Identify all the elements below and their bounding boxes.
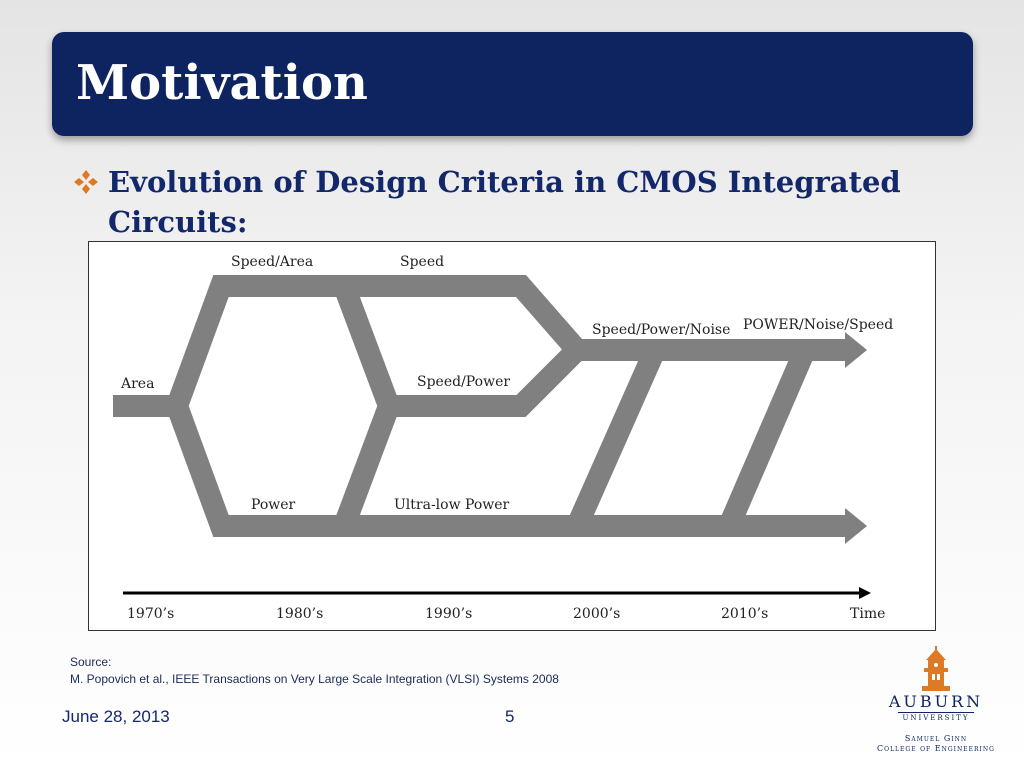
source-label: Source: (70, 655, 112, 669)
label-speed-area: Speed/Area (231, 254, 313, 270)
label-speed-power: Speed/Power (417, 374, 510, 390)
upper-cross-path (333, 282, 400, 410)
diamond-bullet-icon (74, 170, 98, 194)
design-criteria-diagram: Area Speed/Area Speed Speed/Power Power … (88, 241, 936, 631)
diagram-svg: Area Speed/Area Speed Speed/Power Power … (113, 254, 893, 622)
diagonal-2000s (566, 345, 666, 531)
logo-college-line1: Samuel Ginn (904, 734, 968, 743)
time-axis-arrowhead (859, 587, 871, 599)
tower-icon (922, 646, 950, 691)
logo-university-subtitle: UNIVERSITY (902, 714, 970, 722)
timeline-label: 1970’s (127, 606, 174, 622)
source-note: Source: M. Popovich et al., IEEE Transac… (70, 654, 559, 688)
timeline-label: 1990’s (425, 606, 472, 622)
logo-rule (898, 712, 974, 713)
timeline-label: 1980’s (276, 606, 323, 622)
timeline-label: 2000’s (573, 606, 620, 622)
speed-power-path (389, 342, 585, 417)
source-citation: M. Popovich et al., IEEE Transactions on… (70, 672, 559, 686)
timeline-label: Time (850, 606, 885, 622)
title-bar: Motivation (52, 32, 973, 136)
label-power-noise-speed: POWER/Noise/Speed (743, 317, 893, 333)
label-speed: Speed (400, 254, 444, 270)
lower-cross-path (333, 402, 400, 530)
label-area: Area (120, 376, 154, 392)
upper-arrowhead (845, 332, 867, 368)
footer-date: June 28, 2013 (62, 707, 170, 726)
auburn-logo: AUBURN UNIVERSITY Samuel Ginn College of… (866, 646, 1006, 760)
speed-path (344, 275, 586, 358)
logo-college-line2: College of Engineering (877, 744, 995, 753)
page-number: 5 (505, 707, 515, 726)
speed-area-branch (166, 275, 344, 410)
lower-arrowhead (845, 508, 867, 544)
label-ultra-low-power: Ultra-low Power (394, 497, 510, 513)
label-speed-power-noise: Speed/Power/Noise (592, 322, 730, 338)
bullet-heading: Evolution of Design Criteria in CMOS Int… (108, 165, 901, 239)
label-power: Power (251, 497, 296, 513)
power-branch (166, 402, 344, 537)
logo-university-name: AUBURN (888, 692, 984, 711)
slide-title: Motivation (76, 55, 368, 111)
timeline-label: 2010’s (721, 606, 768, 622)
diagonal-2010s (718, 345, 816, 531)
